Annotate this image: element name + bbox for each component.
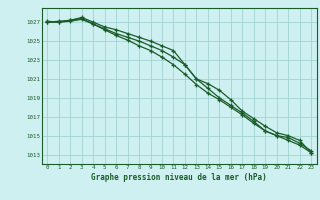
X-axis label: Graphe pression niveau de la mer (hPa): Graphe pression niveau de la mer (hPa) — [91, 173, 267, 182]
